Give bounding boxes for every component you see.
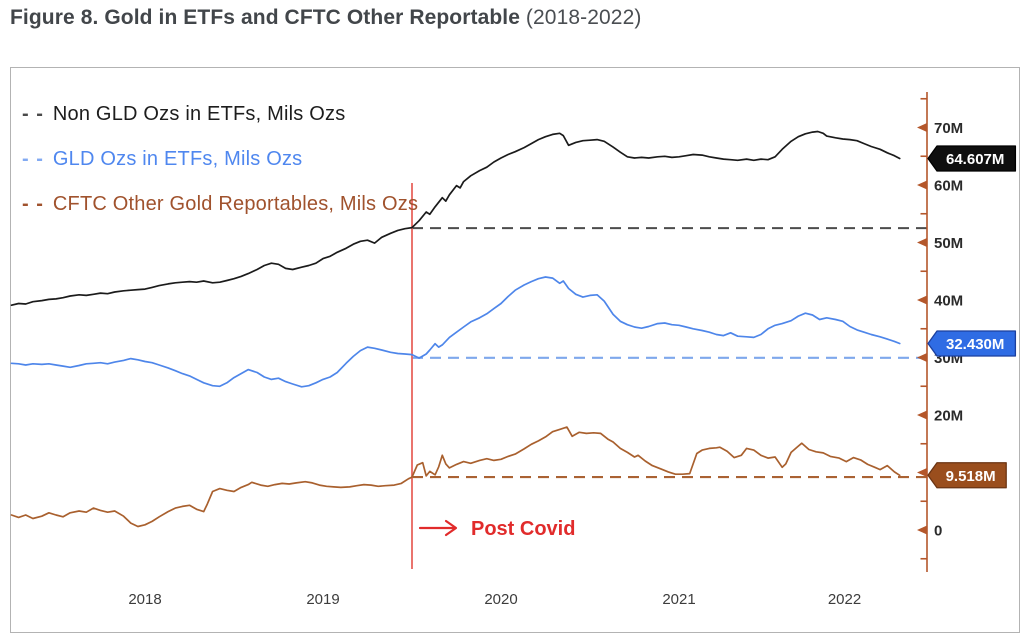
- series-line-non_gld: [10, 130, 901, 307]
- post-covid-annotation: Post Covid: [418, 518, 575, 540]
- x-tick-label: 2018: [128, 591, 161, 608]
- chart-frame: [10, 67, 1020, 633]
- last-value-label-gld: 32.430M: [946, 336, 1004, 353]
- legend-label-non-gld-etf-ozs: Non GLD Ozs in ETFs, Mils Ozs: [52, 103, 346, 125]
- chart-generated-layer: 70M60M50M40M30M20M10M0201820192020202120…: [10, 92, 1017, 608]
- y-tick-arrow-icon: [917, 525, 927, 535]
- last-value-label-cftc: 9.518M: [946, 468, 996, 485]
- chart-legend: - - Non GLD Ozs in ETFs, Mils Ozs - - GLD …: [22, 99, 436, 234]
- figure-title: Figure 8. Gold in ETFs and CFTC Other Re…: [10, 6, 641, 30]
- legend-dash-icon: - -: [22, 193, 44, 215]
- x-tick-label: 2022: [828, 591, 861, 608]
- last-value-tag-non_gld: [927, 145, 1017, 172]
- y-tick-label: 20M: [934, 408, 963, 425]
- last-value-tag-gld: [927, 330, 1017, 357]
- y-tick-arrow-icon: [917, 353, 927, 362]
- x-tick-label: 2019: [306, 591, 339, 608]
- figure-title-range: (2018-2022): [520, 6, 642, 29]
- legend-label-gld-etf-ozs: GLD Ozs in ETFs, Mils Ozs: [52, 148, 303, 170]
- y-tick-arrow-icon: [917, 468, 927, 477]
- y-tick-arrow-icon: [917, 123, 927, 132]
- y-tick-label: 70M: [934, 120, 963, 137]
- last-value-tag-cftc: [927, 462, 1007, 489]
- series-line-gld: [10, 276, 901, 388]
- y-tick-label: 60M: [934, 178, 963, 195]
- legend-item-non-gld-etf-ozs: - - Non GLD Ozs in ETFs, Mils Ozs: [22, 99, 436, 130]
- y-tick-label: 50M: [934, 235, 963, 252]
- y-tick-arrow-icon: [917, 180, 927, 190]
- y-tick-label: 40M: [934, 293, 963, 310]
- post-covid-label: Post Covid: [471, 518, 575, 540]
- y-tick-arrow-icon: [917, 410, 927, 420]
- x-tick-label: 2021: [662, 591, 695, 608]
- legend-dash-icon: - -: [22, 103, 44, 125]
- y-tick-label: 0: [934, 523, 942, 540]
- legend-item-gld-etf-ozs: - - GLD Ozs in ETFs, Mils Ozs: [22, 144, 436, 175]
- legend-dash-icon: - -: [22, 148, 44, 170]
- x-tick-label: 2020: [484, 591, 517, 608]
- figure-title-main: Figure 8. Gold in ETFs and CFTC Other Re…: [10, 6, 520, 29]
- right-arrow-icon: [418, 519, 458, 537]
- y-tick-arrow-icon: [917, 295, 927, 305]
- legend-label-cftc-other-reportables: CFTC Other Gold Reportables, Mils Ozs: [52, 193, 419, 215]
- series-line-cftc: [10, 426, 901, 528]
- legend-item-cftc-other-reportables: - - CFTC Other Gold Reportables, Mils Ozs: [22, 189, 436, 220]
- last-value-label-non_gld: 64.607M: [946, 151, 1004, 168]
- y-tick-arrow-icon: [917, 238, 927, 247]
